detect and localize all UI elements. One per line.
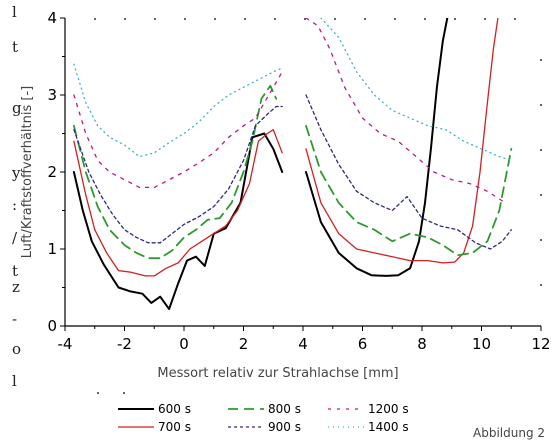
frame-dot [540,194,542,196]
frame-dot [540,239,542,241]
legend-label: 900 s [268,420,301,434]
series-line-1400-s [320,18,512,162]
frame-dot [394,18,396,20]
y-tick-label: 0 [47,317,57,335]
legend: 600 s 700 s 800 s 900 s 1200 s 1400 s [118,402,409,434]
margin-letter: t [12,262,18,280]
legend-label: 600 s [158,402,191,416]
series-line-700-s [305,18,499,264]
margin-letter: : [12,196,17,214]
frame-dot [97,392,99,394]
legend-label: 800 s [268,402,301,416]
margin-letter: z [12,278,20,296]
series-line-600-s [72,132,284,311]
y-tick-label: 3 [47,86,57,104]
x-tick-label: 10 [472,335,491,353]
margin-letter: y [11,164,21,182]
y-tick-label: 4 [47,9,57,27]
legend-label: 1200 s [368,402,409,416]
frame-dot [540,284,542,286]
x-tick-label: -4 [58,335,73,353]
frame-dot [184,18,186,20]
legend-label: 700 s [158,420,191,434]
frame-dot [94,18,96,20]
frame-dot [540,149,542,151]
series-lines [72,18,513,311]
frame-dot [274,18,276,20]
frame-dot [334,18,336,20]
margin-letter: l [12,3,17,21]
series-line-800-s [73,84,278,260]
frame-dot [154,18,156,20]
frame-dot [124,18,126,20]
margin-letter: l [12,372,17,390]
margin-letter: t [12,38,18,56]
dotted-frame [94,18,542,394]
margin-letter: - [12,310,17,328]
frame-dot [514,18,516,20]
series-line-900-s [305,94,512,250]
margin-letter: g [12,99,22,117]
margin-letter: / [12,229,18,247]
frame-dot [364,18,366,20]
series-line-1400-s [73,63,283,158]
x-tick-label: 8 [417,335,427,353]
frame-dot [214,18,216,20]
series-line-600-s [305,18,449,277]
frame-dot [540,104,542,106]
frame-dot [540,59,542,61]
x-tick-label: 0 [179,335,189,353]
y-tick-label: 1 [47,240,57,258]
y-axis-label: Luft/Kraftstoffverhältnis [-] [20,86,35,258]
frame-dot [244,18,246,20]
x-tick-label: 6 [358,335,368,353]
legend-label: 1400 s [368,420,409,434]
frame-dot [454,18,456,20]
frame-dot [304,18,306,20]
series-line-800-s [305,124,513,257]
series-line-700-s [73,129,283,277]
frame-dot [424,18,426,20]
x-tick-label: -2 [117,335,132,353]
series-line-900-s [73,105,283,244]
x-tick-label: 4 [298,335,308,353]
series-line-1200-s [305,18,506,204]
frame-dot [123,392,125,394]
x-tick-label: 2 [239,335,249,353]
axis-ticks [60,17,542,331]
frame-dot [484,18,486,20]
figure-caption: Abbildung 2 [473,426,545,440]
x-axis-label: Messort relativ zur Strahlachse [mm] [157,366,398,381]
series-line-1200-s [73,71,283,189]
margin-letter: o [12,340,21,358]
y-tick-label: 2 [47,163,57,181]
x-tick-label: 12 [531,335,550,353]
